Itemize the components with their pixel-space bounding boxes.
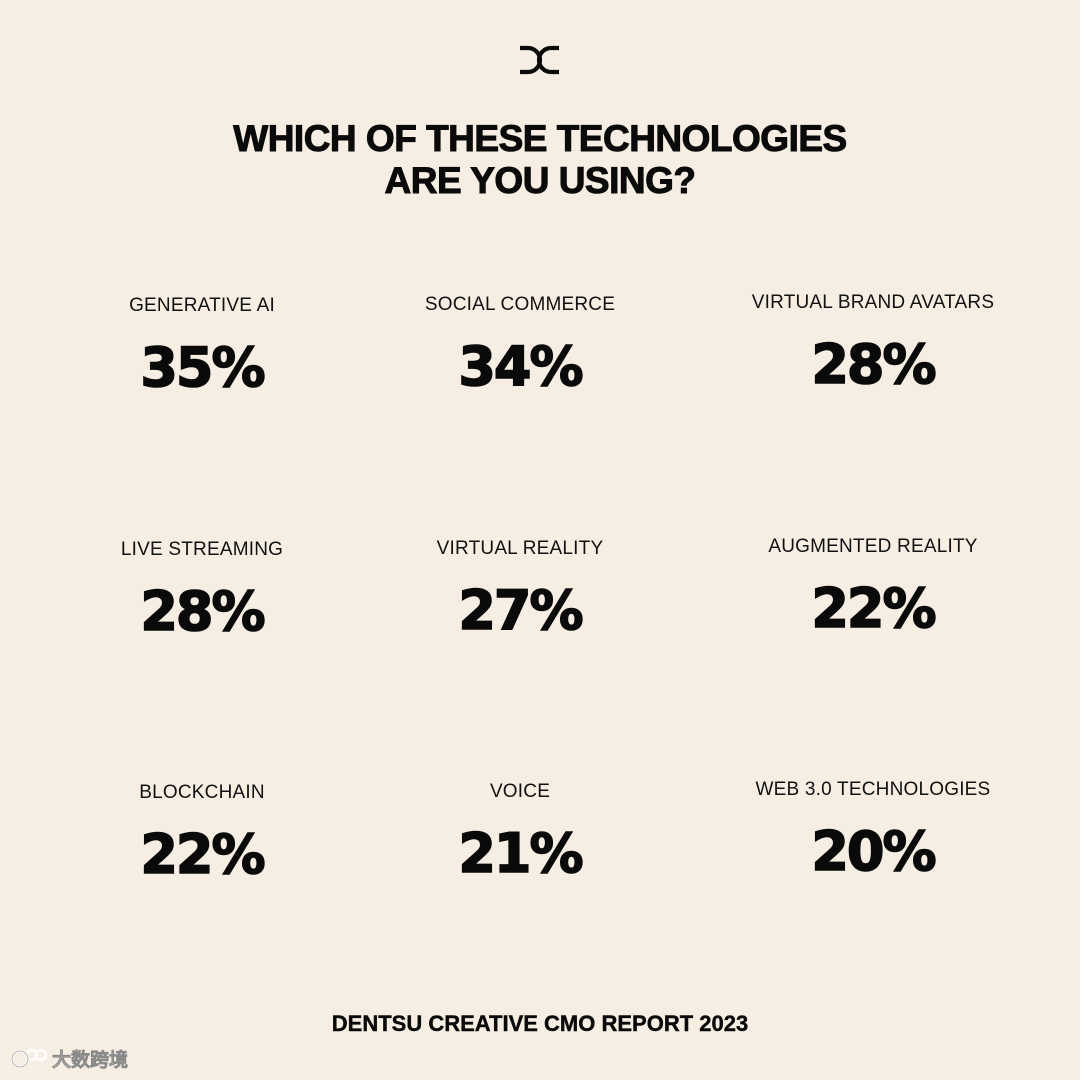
stat-label: VOICE bbox=[489, 781, 551, 802]
stat-label: LIVE STREAMING bbox=[120, 539, 284, 560]
stat-voice: VOICE 21% bbox=[350, 780, 690, 885]
stat-value: 28% bbox=[140, 580, 267, 644]
stat-value: 35% bbox=[140, 336, 267, 400]
stat-label: AUGMENTED REALITY bbox=[768, 536, 978, 557]
stat-label: GENERATIVE AI bbox=[129, 295, 275, 316]
stat-value: 27% bbox=[458, 579, 585, 643]
stat-label: WEB 3.0 TECHNOLOGIES bbox=[755, 779, 991, 800]
watermark-logo-icon bbox=[10, 1048, 48, 1069]
stat-value: 21% bbox=[458, 822, 585, 886]
stat-virtual-brand-avatars: VIRTUAL BRAND AVATARS 28% bbox=[703, 291, 1043, 396]
stat-value: 22% bbox=[811, 577, 938, 641]
stat-augmented-reality: AUGMENTED REALITY 22% bbox=[703, 535, 1043, 640]
stat-web3-technologies: WEB 3.0 TECHNOLOGIES 20% bbox=[703, 778, 1043, 883]
stat-live-streaming: LIVE STREAMING 28% bbox=[32, 538, 372, 643]
stat-generative-ai: GENERATIVE AI 35% bbox=[32, 294, 372, 399]
stat-value: 34% bbox=[458, 335, 585, 399]
stat-value: 22% bbox=[140, 823, 267, 887]
stat-label: BLOCKCHAIN bbox=[139, 782, 265, 803]
report-footer: DENTSU CREATIVE CMO REPORT 2023 bbox=[331, 1011, 749, 1036]
stat-label: VIRTUAL BRAND AVATARS bbox=[751, 292, 995, 313]
watermark-text: 大数跨境 bbox=[52, 1048, 128, 1071]
stat-social-commerce: SOCIAL COMMERCE 34% bbox=[350, 293, 690, 398]
watermark: 大数跨境 bbox=[10, 1048, 128, 1071]
title-line-2: ARE YOU USING? bbox=[384, 160, 696, 202]
stat-label: VIRTUAL REALITY bbox=[436, 538, 604, 559]
stat-value: 28% bbox=[811, 333, 938, 397]
stat-value: 20% bbox=[811, 820, 938, 884]
stat-blockchain: BLOCKCHAIN 22% bbox=[32, 781, 372, 886]
title-line-1: WHICH OF THESE TECHNOLOGIES bbox=[233, 118, 848, 160]
stat-label: SOCIAL COMMERCE bbox=[424, 294, 616, 315]
page-title: WHICH OF THESE TECHNOLOGIES ARE YOU USIN… bbox=[0, 118, 1080, 202]
stat-virtual-reality: VIRTUAL REALITY 27% bbox=[350, 537, 690, 642]
dentsu-creative-logo-icon bbox=[520, 45, 559, 75]
